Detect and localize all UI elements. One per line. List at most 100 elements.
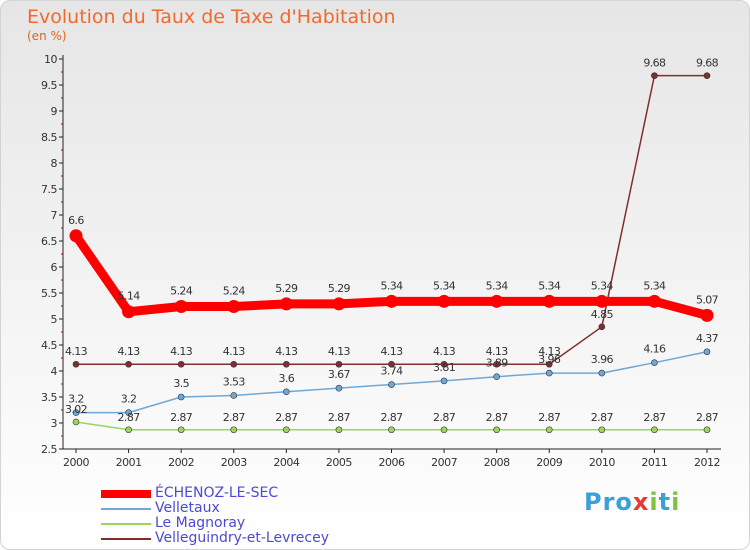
data-point: [177, 393, 185, 401]
data-label: 9.68: [696, 57, 719, 70]
y-tick-label: 3.5: [41, 391, 57, 404]
data-label: 3.89: [486, 357, 509, 370]
data-label: 4.13: [328, 345, 351, 358]
data-point: [177, 426, 185, 434]
data-point: [490, 294, 504, 308]
data-label: 4.13: [118, 345, 141, 358]
y-tick-label: 6.5: [41, 235, 57, 248]
data-label: 3.74: [380, 365, 403, 378]
data-label: 3.67: [328, 368, 351, 381]
data-point: [283, 426, 290, 434]
data-point: [69, 229, 83, 243]
data-label: 4.16: [643, 343, 666, 356]
data-point: [388, 426, 395, 434]
data-point: [651, 72, 658, 79]
chart-title: Evolution du Taux de Taxe d'Habitation: [27, 6, 396, 28]
y-tick-label: 4.5: [41, 339, 57, 352]
data-point: [651, 359, 658, 366]
data-label: 3.2: [68, 393, 84, 406]
legend-label: Velleguindry-et-Levrecey: [155, 530, 330, 546]
legend-label: Le Magnoray: [155, 515, 246, 531]
data-point: [493, 360, 500, 368]
data-point: [545, 360, 553, 368]
data-label: 5.24: [223, 285, 246, 298]
data-point: [388, 381, 395, 388]
legend-label: Velletaux: [155, 500, 220, 516]
data-label: 3.96: [591, 353, 614, 366]
data-label: 4.13: [433, 345, 456, 358]
x-tick-label: 2012: [694, 456, 720, 469]
data-point: [227, 300, 241, 314]
data-label: 5.34: [538, 279, 561, 292]
data-label: 4.13: [65, 345, 88, 358]
data-point: [335, 426, 343, 434]
logo-text-t: t: [658, 488, 672, 516]
data-label: 2.87: [275, 411, 298, 424]
y-tick-label: 6: [51, 261, 58, 274]
data-label: 5.07: [696, 293, 719, 306]
data-point: [332, 297, 346, 311]
data-label: 2.87: [643, 411, 666, 424]
y-tick-label: 7: [51, 209, 58, 222]
data-label: 2.87: [170, 411, 193, 424]
x-tick-label: 2009: [536, 456, 562, 469]
data-point: [703, 348, 711, 356]
y-tick-label: 8.5: [41, 131, 57, 144]
x-tick-label: 2003: [221, 456, 247, 469]
data-point: [598, 426, 606, 434]
y-tick-label: 10: [44, 53, 57, 66]
data-point: [493, 373, 500, 381]
data-point: [595, 294, 609, 308]
data-label: 2.87: [591, 411, 614, 424]
x-tick-label: 2000: [63, 456, 89, 469]
data-point: [122, 305, 136, 319]
data-point: [388, 360, 395, 368]
x-tick-label: 2001: [116, 456, 142, 469]
data-point: [230, 360, 238, 368]
data-point: [335, 384, 343, 392]
data-point: [651, 426, 658, 434]
data-label: 5.34: [380, 279, 403, 292]
data-point: [72, 360, 80, 368]
data-label: 5.34: [433, 279, 456, 292]
data-point: [703, 426, 711, 434]
legend-swatch: [101, 538, 151, 540]
data-point: [230, 392, 238, 399]
data-label: 5.34: [591, 279, 614, 292]
data-label: 3.2: [121, 393, 137, 406]
data-point: [72, 418, 80, 426]
data-label: 3.6: [278, 372, 294, 385]
data-point: [385, 294, 398, 308]
x-tick-label: 2005: [326, 456, 352, 469]
x-tick-label: 2007: [431, 456, 457, 469]
data-point: [125, 426, 132, 434]
data-point: [437, 294, 451, 308]
data-label: 3.53: [223, 375, 246, 388]
data-label: 4.13: [538, 345, 561, 358]
data-label: 4.13: [275, 345, 298, 358]
legend-swatch: [101, 508, 151, 510]
data-point: [440, 360, 448, 368]
y-tick-label: 8: [51, 157, 58, 170]
data-point: [177, 360, 185, 368]
data-label: 3.96: [538, 353, 561, 366]
data-label: 9.68: [643, 57, 666, 70]
logo-text-i: i: [649, 488, 659, 516]
data-label: 3.81: [433, 361, 455, 374]
y-tick-label: 9: [51, 105, 58, 118]
data-point: [283, 388, 290, 396]
data-point: [700, 308, 714, 322]
x-tick-label: 2008: [484, 456, 510, 469]
data-point: [545, 426, 553, 434]
logo-text-x: x: [632, 488, 650, 516]
data-label: 4.13: [486, 345, 509, 358]
y-tick-label: 4: [51, 365, 58, 378]
data-label: 2.87: [328, 411, 351, 424]
data-label: 4.13: [170, 345, 193, 358]
series-line-3: [75, 74, 708, 365]
data-label: 3.02: [65, 403, 87, 416]
data-label: 5.29: [275, 282, 298, 295]
data-point: [72, 409, 80, 416]
